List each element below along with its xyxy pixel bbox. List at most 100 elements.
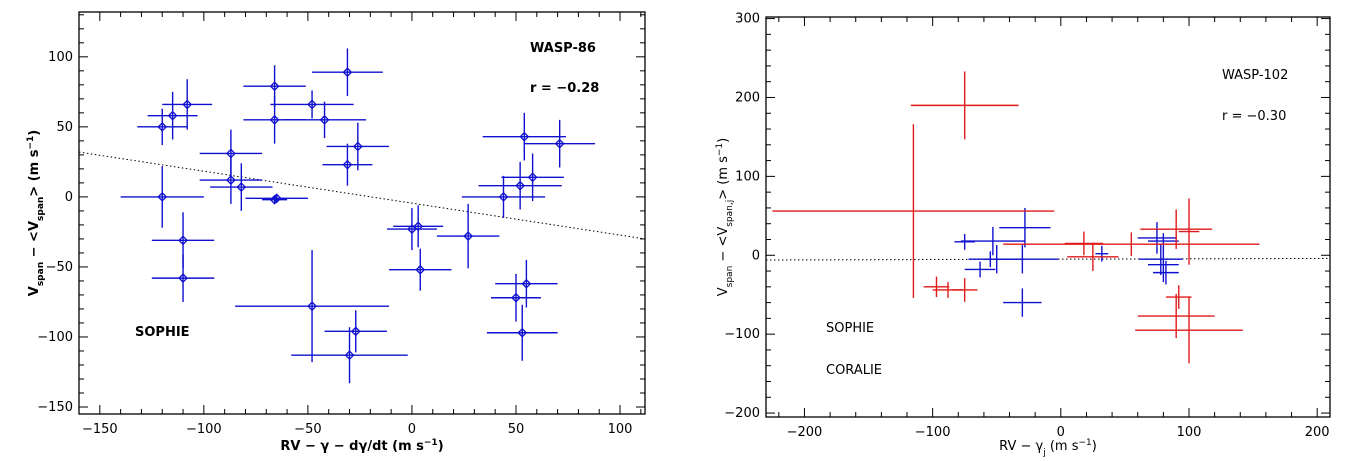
- data-point: [1003, 232, 1260, 257]
- diamond-marker: [352, 141, 363, 152]
- data-point: [291, 327, 408, 384]
- diamond-marker: [413, 221, 424, 232]
- x-tick-label: 100: [608, 422, 633, 437]
- data-point: [910, 71, 1019, 140]
- data-point: [270, 90, 354, 119]
- data-point: [1003, 288, 1042, 317]
- data-point: [491, 273, 541, 322]
- x-tick-label: −200: [787, 425, 823, 440]
- data-point: [324, 310, 387, 353]
- x-tick-label: 0: [408, 422, 416, 437]
- diamond-marker: [527, 172, 538, 183]
- diamond-marker: [319, 114, 330, 125]
- chart-panel-right: −200 −100 0 100 200 −200 −100 0 100 200 300 WASP-10…: [715, 12, 1331, 458]
- data-point: [951, 278, 978, 302]
- data-point: [151, 254, 215, 302]
- y-tick-label: 0: [65, 190, 73, 205]
- data-point: [923, 276, 950, 298]
- data-point: [1135, 297, 1243, 364]
- data-point: [960, 226, 1025, 256]
- diamond-marker: [236, 182, 247, 193]
- data-point: [393, 205, 444, 248]
- y-tick-label: 0: [752, 248, 760, 263]
- data-point: [162, 79, 213, 130]
- chart-panel-left: −150 −100 −50 0 50 100 −150 −100 −50 0 50 100 WASP-8…: [26, 11, 646, 454]
- y-tick-label: −200: [724, 406, 760, 421]
- data-point: [1178, 198, 1200, 265]
- data-point: [1165, 285, 1192, 309]
- diamond-marker: [178, 273, 188, 284]
- data-point: [1153, 260, 1179, 285]
- data-point: [1067, 242, 1119, 272]
- diamond-marker: [167, 110, 178, 121]
- diamond-marker: [350, 326, 361, 337]
- diamond-marker: [307, 301, 317, 312]
- series-sophie: [120, 48, 596, 384]
- data-point: [282, 101, 367, 139]
- data-point: [486, 304, 558, 361]
- data-point: [772, 124, 1055, 298]
- diamond-marker: [269, 81, 280, 92]
- x-tick-label: −100: [186, 422, 222, 437]
- trend-line: [78, 151, 646, 240]
- data-point: [964, 261, 996, 278]
- data-point: [322, 143, 373, 186]
- data-point: [1064, 231, 1104, 256]
- y-tick-label: −150: [37, 400, 73, 415]
- data-point: [954, 233, 975, 250]
- data-point: [312, 48, 383, 97]
- diamond-marker: [407, 224, 417, 235]
- diamond-marker: [182, 99, 193, 110]
- y-tick-label: −100: [37, 330, 73, 345]
- x-tick-label: −50: [294, 422, 321, 437]
- data-point: [1147, 233, 1179, 249]
- y-axis-title: Vspan − <Vspan,j> (m s−1): [715, 138, 735, 297]
- y-tick-label: 100: [735, 169, 760, 184]
- diamond-marker: [554, 138, 565, 149]
- diamond-marker: [225, 175, 236, 186]
- data-point: [436, 203, 500, 269]
- data-point: [210, 163, 273, 211]
- series-coralie: [772, 71, 1260, 364]
- diamond-marker: [157, 121, 168, 132]
- data-point: [524, 119, 596, 168]
- data-point: [1137, 222, 1177, 254]
- x-tick-label: −100: [915, 425, 951, 440]
- diamond-marker: [511, 292, 521, 303]
- data-point: [1140, 209, 1213, 249]
- diamond-marker: [269, 114, 280, 125]
- data-point: [501, 153, 564, 202]
- diamond-marker: [342, 67, 353, 78]
- data-point: [389, 248, 452, 291]
- correlation-coefficient: r = −0.30: [1222, 109, 1286, 124]
- y-tick-label: 100: [48, 50, 73, 65]
- data-point: [386, 208, 437, 251]
- data-point: [147, 91, 198, 140]
- x-tick-label: −150: [82, 422, 118, 437]
- diamond-marker: [269, 194, 280, 205]
- legend-label-coralie: CORALIE: [826, 363, 882, 378]
- data-point: [461, 175, 546, 218]
- legend-label-sophie: SOPHIE: [135, 325, 190, 340]
- plot-frame: [78, 11, 646, 415]
- series-sophie: [954, 207, 1183, 317]
- diamond-marker: [463, 231, 474, 242]
- x-tick-label: 50: [508, 422, 525, 437]
- y-tick-label: −100: [724, 327, 760, 342]
- diamond-marker: [521, 278, 532, 289]
- data-point: [262, 194, 288, 205]
- diamond-marker: [157, 191, 168, 202]
- data-point: [137, 108, 188, 146]
- data-point: [478, 161, 562, 210]
- diamond-marker: [344, 350, 355, 361]
- data-point: [326, 122, 390, 171]
- data-point: [120, 166, 204, 228]
- y-axis-title: Vspan − <Vspan> (m s−1): [26, 130, 46, 296]
- y-tick-label: −50: [46, 260, 73, 275]
- data-point: [482, 112, 566, 161]
- data-point: [999, 207, 1051, 248]
- plot-frame: [765, 16, 1331, 418]
- diamond-marker: [178, 235, 188, 246]
- data-point: [235, 250, 390, 363]
- diamond-marker: [307, 99, 317, 110]
